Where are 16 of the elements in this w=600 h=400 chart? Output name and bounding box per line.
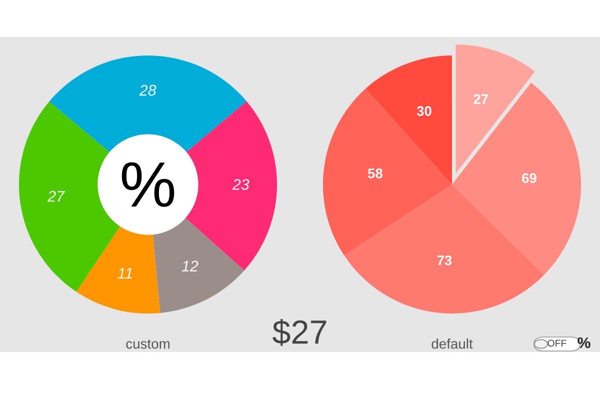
text: custom bbox=[126, 340, 170, 349]
data-label: 73 bbox=[437, 255, 452, 266]
text: % bbox=[578, 337, 590, 348]
text: % bbox=[122, 162, 174, 207]
data-label: 69 bbox=[522, 173, 536, 184]
data-label: 30 bbox=[416, 106, 432, 116]
text: OFF bbox=[548, 340, 566, 347]
data-label: 11 bbox=[118, 268, 132, 279]
data-label: 23 bbox=[232, 179, 250, 190]
data-label: 27 bbox=[474, 94, 488, 104]
data-label: 58 bbox=[368, 168, 383, 178]
data-label: 28 bbox=[139, 84, 156, 96]
data-label: 27 bbox=[47, 190, 65, 202]
text: $27 bbox=[272, 318, 326, 346]
text: default bbox=[432, 338, 473, 349]
data-label: 12 bbox=[182, 260, 198, 272]
